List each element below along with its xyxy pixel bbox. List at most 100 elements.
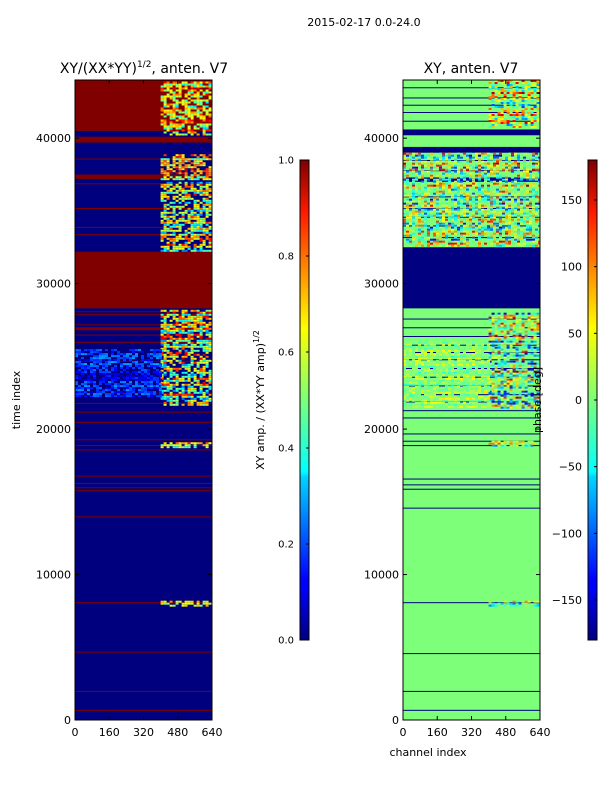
noise-cell xyxy=(415,152,418,155)
noise-cell xyxy=(175,309,179,312)
noise-cell xyxy=(532,214,535,217)
noise-cell xyxy=(520,234,523,237)
noise-cell xyxy=(156,381,159,384)
noise-cell xyxy=(538,162,540,165)
noise-cell xyxy=(436,373,439,376)
noise-cell xyxy=(442,194,445,197)
noise-cell xyxy=(430,228,433,231)
noise-cell xyxy=(172,207,176,210)
noise-cell xyxy=(499,158,502,161)
noise-cell xyxy=(427,184,430,187)
noise-cell xyxy=(193,227,197,230)
noise-cell xyxy=(202,99,206,102)
noise-cell xyxy=(478,371,481,374)
noise-cell xyxy=(108,357,111,360)
noise-cell xyxy=(105,353,108,356)
noise-cell xyxy=(199,172,203,175)
noise-cell xyxy=(488,396,492,399)
noise-cell xyxy=(530,442,534,445)
noise-cell xyxy=(202,229,206,232)
noise-cell xyxy=(172,213,176,216)
noise-cell xyxy=(193,353,197,356)
noise-cell xyxy=(205,395,209,398)
panel-phase-title: XY, anten. V7 xyxy=(424,61,519,77)
noise-cell xyxy=(500,322,504,325)
noise-cell xyxy=(469,152,472,155)
noise-cell xyxy=(433,385,436,388)
noise-cell xyxy=(156,357,159,360)
noise-cell xyxy=(163,403,167,406)
noise-cell xyxy=(415,371,418,374)
noise-cell xyxy=(430,369,433,372)
noise-cell xyxy=(514,200,517,203)
noise-cell xyxy=(141,385,144,388)
noise-cell xyxy=(99,383,102,386)
noise-cell xyxy=(409,393,412,396)
noise-cell xyxy=(141,377,144,380)
noise-cell xyxy=(193,203,197,206)
noise-cell xyxy=(508,200,511,203)
noise-cell xyxy=(96,355,99,358)
noise-cell xyxy=(156,395,159,398)
noise-cell xyxy=(491,350,495,353)
noise-cell xyxy=(463,220,466,223)
noise-cell xyxy=(520,178,523,181)
noise-cell xyxy=(518,396,522,399)
noise-cell xyxy=(508,244,511,247)
noise-cell xyxy=(518,358,522,361)
noise-cell xyxy=(172,323,176,326)
noise-cell xyxy=(439,194,442,197)
noise-cell xyxy=(202,176,206,179)
noise-cell xyxy=(433,200,436,203)
noise-cell xyxy=(533,334,537,337)
noise-cell xyxy=(202,115,206,118)
noise-cell xyxy=(527,316,531,319)
noise-cell xyxy=(406,202,409,205)
panel-phase: XY, anten. V7 0 160 320 480 6400100002000030… xyxy=(364,61,551,759)
noise-cell xyxy=(515,88,519,90)
noise-cell xyxy=(153,353,156,356)
noise-cell xyxy=(529,222,532,225)
noise-cell xyxy=(478,198,481,201)
noise-cell xyxy=(454,389,457,392)
noise-cell xyxy=(169,442,173,445)
noise-cell xyxy=(96,365,99,368)
noise-cell xyxy=(500,386,504,389)
noise-cell xyxy=(99,349,102,352)
noise-cell xyxy=(515,348,519,351)
noise-cell xyxy=(448,397,451,400)
noise-cell xyxy=(418,152,421,155)
noise-cell xyxy=(457,397,460,400)
noise-cell xyxy=(463,210,466,213)
noise-cell xyxy=(500,114,504,116)
noise-cell xyxy=(460,383,463,386)
noise-cell xyxy=(163,101,167,104)
noise-cell xyxy=(520,202,523,205)
noise-cell xyxy=(494,360,498,363)
noise-cell xyxy=(208,174,212,177)
noise-cell xyxy=(439,375,442,378)
noise-cell xyxy=(454,162,457,165)
noise-cell xyxy=(445,236,448,239)
noise-cell xyxy=(497,384,501,387)
noise-cell xyxy=(102,365,105,368)
noise-cell xyxy=(169,219,173,222)
noise-cell xyxy=(527,318,531,321)
noise-cell xyxy=(196,115,200,118)
noise-cell xyxy=(517,170,520,173)
noise-cell xyxy=(445,395,448,398)
noise-cell xyxy=(472,236,475,239)
time-line xyxy=(75,516,212,518)
noise-cell xyxy=(517,188,520,191)
noise-cell xyxy=(481,230,484,233)
noise-cell xyxy=(478,206,481,209)
noise-cell xyxy=(478,204,481,207)
noise-cell xyxy=(481,186,484,189)
noise-cell xyxy=(497,330,501,333)
noise-cell xyxy=(190,345,194,348)
noise-cell xyxy=(536,80,540,82)
noise-cell xyxy=(90,387,93,390)
noise-cell xyxy=(460,160,463,163)
noise-cell xyxy=(524,352,528,355)
noise-cell xyxy=(163,357,167,360)
